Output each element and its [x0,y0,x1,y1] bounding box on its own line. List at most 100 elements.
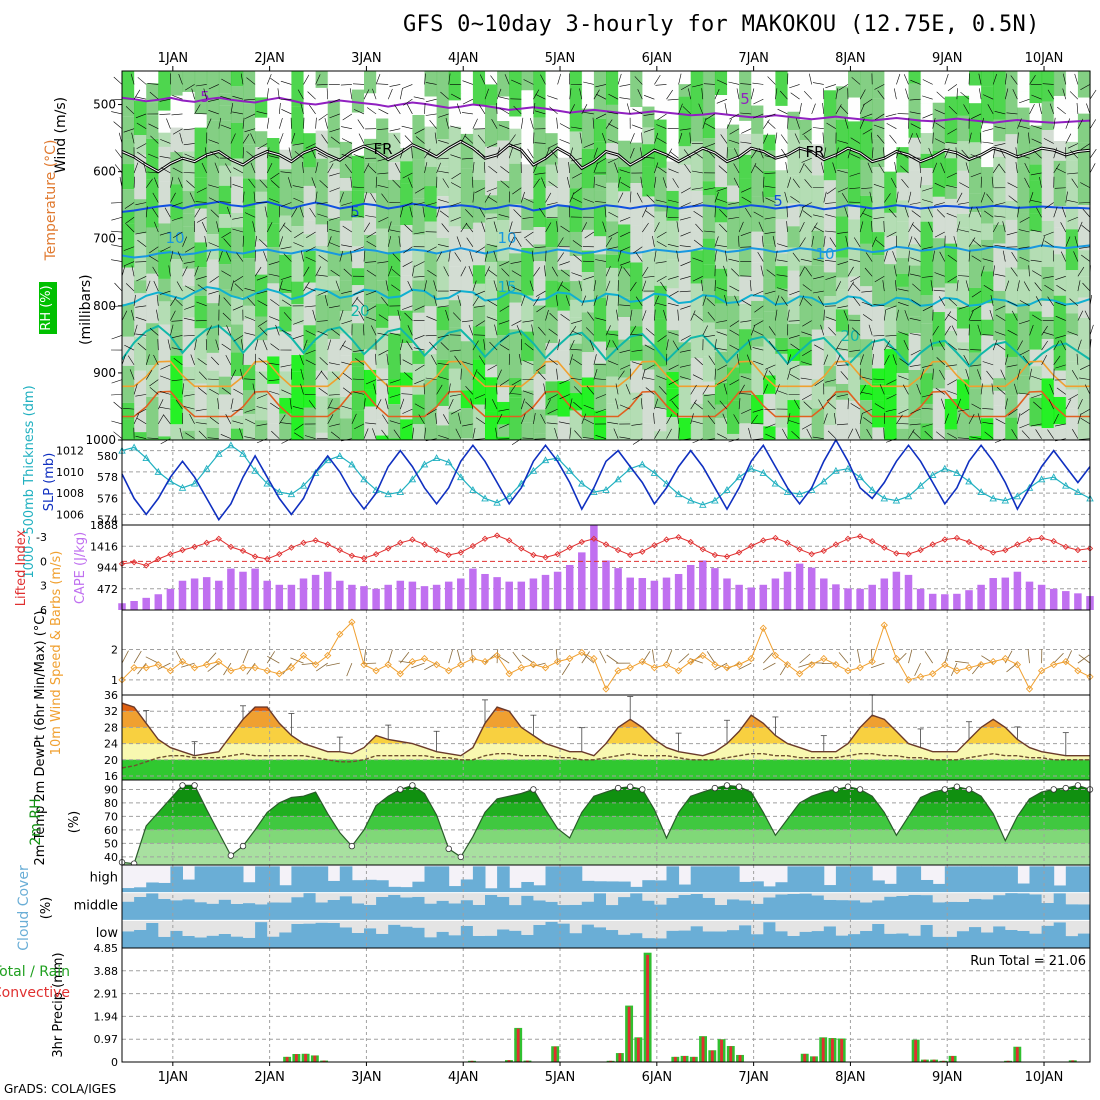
wind-barb [244,113,256,119]
rh-shade-cell [932,71,946,103]
cape-bar [771,578,780,610]
rh-shade-cell [388,251,401,277]
wind-barb [927,207,933,218]
wind-barb [851,327,861,336]
cloud-cell [134,929,147,948]
precip-tick-label: 3.88 [94,965,119,978]
wind-barb [957,437,970,439]
wind-barb [717,379,728,385]
wind-barb [776,349,788,352]
rh-shade-cell [642,369,655,409]
rh-shade-cell [472,265,486,284]
wind-barb [813,258,824,262]
wind-barb [545,250,547,262]
wind-barb [252,383,256,395]
rh-shade-cell [811,329,825,380]
rh-shade-cell [884,171,897,213]
surface-wind-barb [363,649,367,664]
rh-shade-cell [702,71,716,118]
wind-barb [643,156,655,159]
wind-barb [885,305,897,310]
wind-barb [1042,83,1054,85]
cloud-cell [739,900,752,921]
wind-barb [921,407,933,410]
wind-barb [899,358,909,366]
wind-barb [486,243,498,248]
cloud-cell [545,866,559,893]
li-point [239,547,247,555]
wind-barb [498,96,510,100]
thickness-point [735,473,743,481]
rh-shade-cell [170,127,184,153]
wind-speed-point [638,657,646,666]
cape-bar [420,586,429,610]
wind-barb [714,236,719,247]
day-label-bottom: 9JAN [932,1070,963,1085]
wind-barb [329,113,340,119]
cape-bar [820,578,828,610]
cloud-gap [315,892,329,903]
wind-barb [768,340,776,351]
precip-convective-bar [609,1060,613,1062]
wind-barb [693,151,703,159]
cloud-cell [908,866,922,893]
wind-barb [1089,89,1097,100]
wind-barb [720,134,728,144]
rh-shade-cell [436,405,450,426]
wind-speed-point [650,664,659,672]
rh-shade-cell [908,333,922,370]
wind-barb [896,73,901,85]
cloud-gap [424,892,438,904]
rh-shade-cell [727,332,740,346]
wind-barb [413,275,425,278]
cloud-cell [218,933,232,948]
cloud-cell [860,930,873,948]
wind-barb [1030,259,1042,262]
wind-barb [530,118,534,129]
rh-shade-cell [460,341,474,391]
rh-shade-cell [751,423,764,440]
wind-barb [791,430,800,439]
wind-barb [440,342,449,351]
rh-shade-cell [956,438,970,440]
wind-barb [750,88,755,100]
wind-barb [466,237,474,247]
rh-shade-cell [1077,71,1091,98]
wind-barb [729,285,740,292]
cape-bar [747,587,755,610]
rh-shade-cell [823,335,837,366]
wind-barb [209,276,219,283]
rh-shade-cell [1041,184,1055,221]
wind-barb [629,309,633,321]
wind-barb [953,236,958,247]
li-point [300,539,307,546]
wind-barb [898,375,909,380]
wind-barb [508,147,513,159]
rh-shade-cell [158,324,171,369]
cloud-gap [1065,892,1079,905]
wind-barb [131,265,135,277]
wind-barb [1002,250,1006,262]
cloud-cell [969,898,982,921]
wind-barb [668,364,679,371]
wind-barb [170,192,176,203]
wind-barb [366,270,377,277]
cloud-gap [1041,892,1055,904]
wind-barb [556,368,558,380]
wind-barb [834,412,837,424]
rh-shade-cell [1065,313,1079,335]
wind-barb [319,180,328,188]
rh-shade-cell [969,212,982,245]
wind-barb [705,113,716,120]
wind-barb [221,270,232,277]
li-point [711,551,719,559]
pressure-tick-label: 700 [93,232,116,246]
thickness-point [565,466,574,474]
wind-barb [719,223,728,233]
cloud-gap [509,892,522,906]
rh-shade-cell [799,287,813,338]
cloud-cell [581,880,595,893]
rh-point [627,783,634,790]
rh-shade-cell [630,71,643,108]
cloud-cell [642,938,655,948]
